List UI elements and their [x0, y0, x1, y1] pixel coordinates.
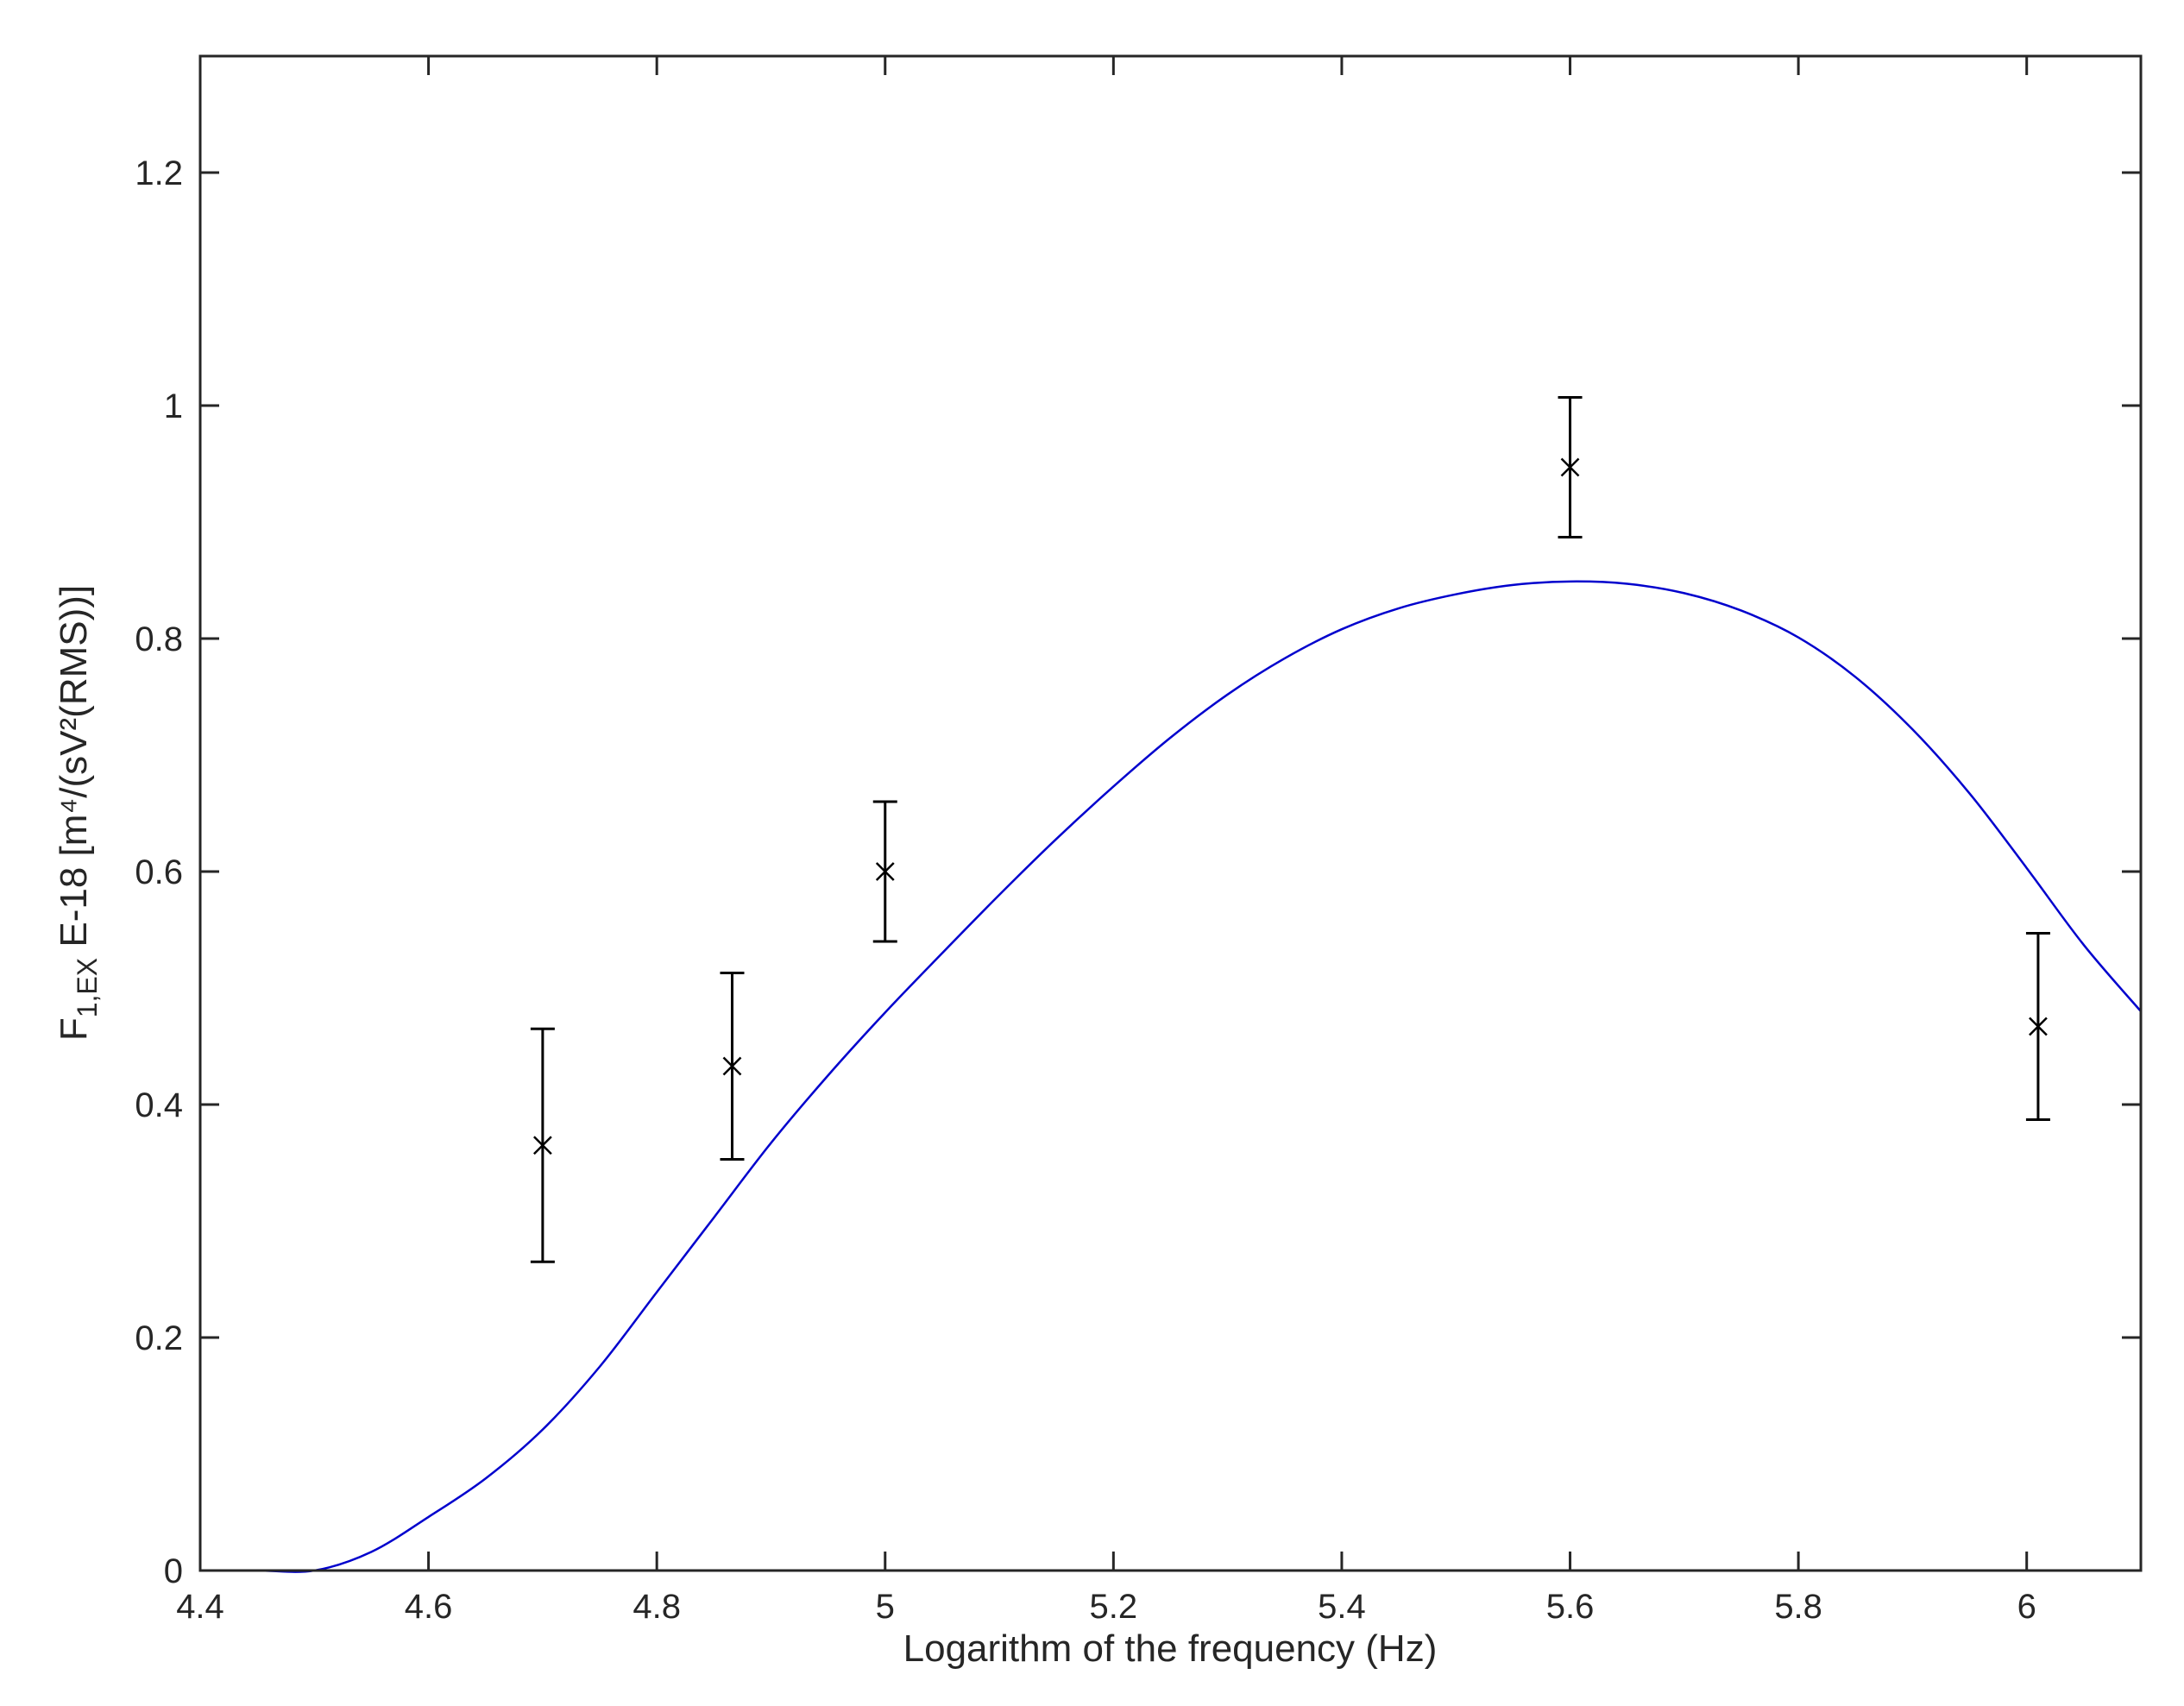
x-tick-label-2: 4.8 [633, 1588, 681, 1626]
y-tick-label-6: 1.2 [135, 154, 183, 192]
data-point-3 [1558, 396, 1583, 539]
y-tick-label-5: 1 [164, 387, 183, 425]
y-axis-label-main: F [53, 1017, 95, 1041]
data-point-0 [530, 1027, 555, 1263]
x-tick-label-8: 6 [2017, 1588, 2036, 1626]
marker-x-b-2 [875, 862, 895, 881]
x-tick-label-5: 5.4 [1318, 1588, 1366, 1626]
y-tick-label-2: 0.4 [135, 1086, 183, 1124]
x-axis-label: Logarithm of the frequency (Hz) [903, 1627, 1438, 1670]
x-tick-label-6: 5.6 [1546, 1588, 1595, 1626]
model-curve [199, 580, 2142, 1573]
y-axis-label: F1,EX E-18 [m⁴/(sV²(RMS))] [53, 585, 103, 1041]
marker-x-b-4 [2029, 1017, 2048, 1036]
y-tick-label-0: 0 [164, 1552, 183, 1590]
marker-x-b-0 [532, 1136, 552, 1155]
data-point-1 [720, 971, 745, 1161]
data-points-layer [530, 396, 2050, 1263]
x-tick-label-4: 5.2 [1090, 1588, 1138, 1626]
data-point-4 [2025, 932, 2050, 1122]
ticks-layer: 4.4 4.6 4.8 5 5.2 5.4 5.6 5.8 6 0 0.2 0.4 0.6 0.8 1 1.2 [135, 56, 2141, 1626]
data-point-2 [872, 800, 897, 943]
x-tick-label-1: 4.6 [405, 1588, 453, 1626]
y-tick-label-4: 0.8 [135, 620, 183, 658]
marker-x-b-1 [722, 1056, 742, 1076]
plot-background [200, 56, 2141, 1571]
y-tick-label-1: 0.2 [135, 1319, 183, 1357]
marker-x-b-3 [1560, 457, 1580, 477]
plot-frame [198, 54, 2143, 1572]
x-tick-label-3: 5 [876, 1588, 895, 1626]
x-tick-label-7: 5.8 [1774, 1588, 1822, 1626]
x-tick-label-0: 4.4 [176, 1588, 224, 1626]
y-tick-label-3: 0.6 [135, 853, 183, 891]
y-axis-label-rest: E-18 [m⁴/(sV²(RMS))] [53, 585, 95, 958]
model-curve-layer [199, 580, 2142, 1573]
y-axis-label-subscript: 1,EX [72, 958, 103, 1017]
